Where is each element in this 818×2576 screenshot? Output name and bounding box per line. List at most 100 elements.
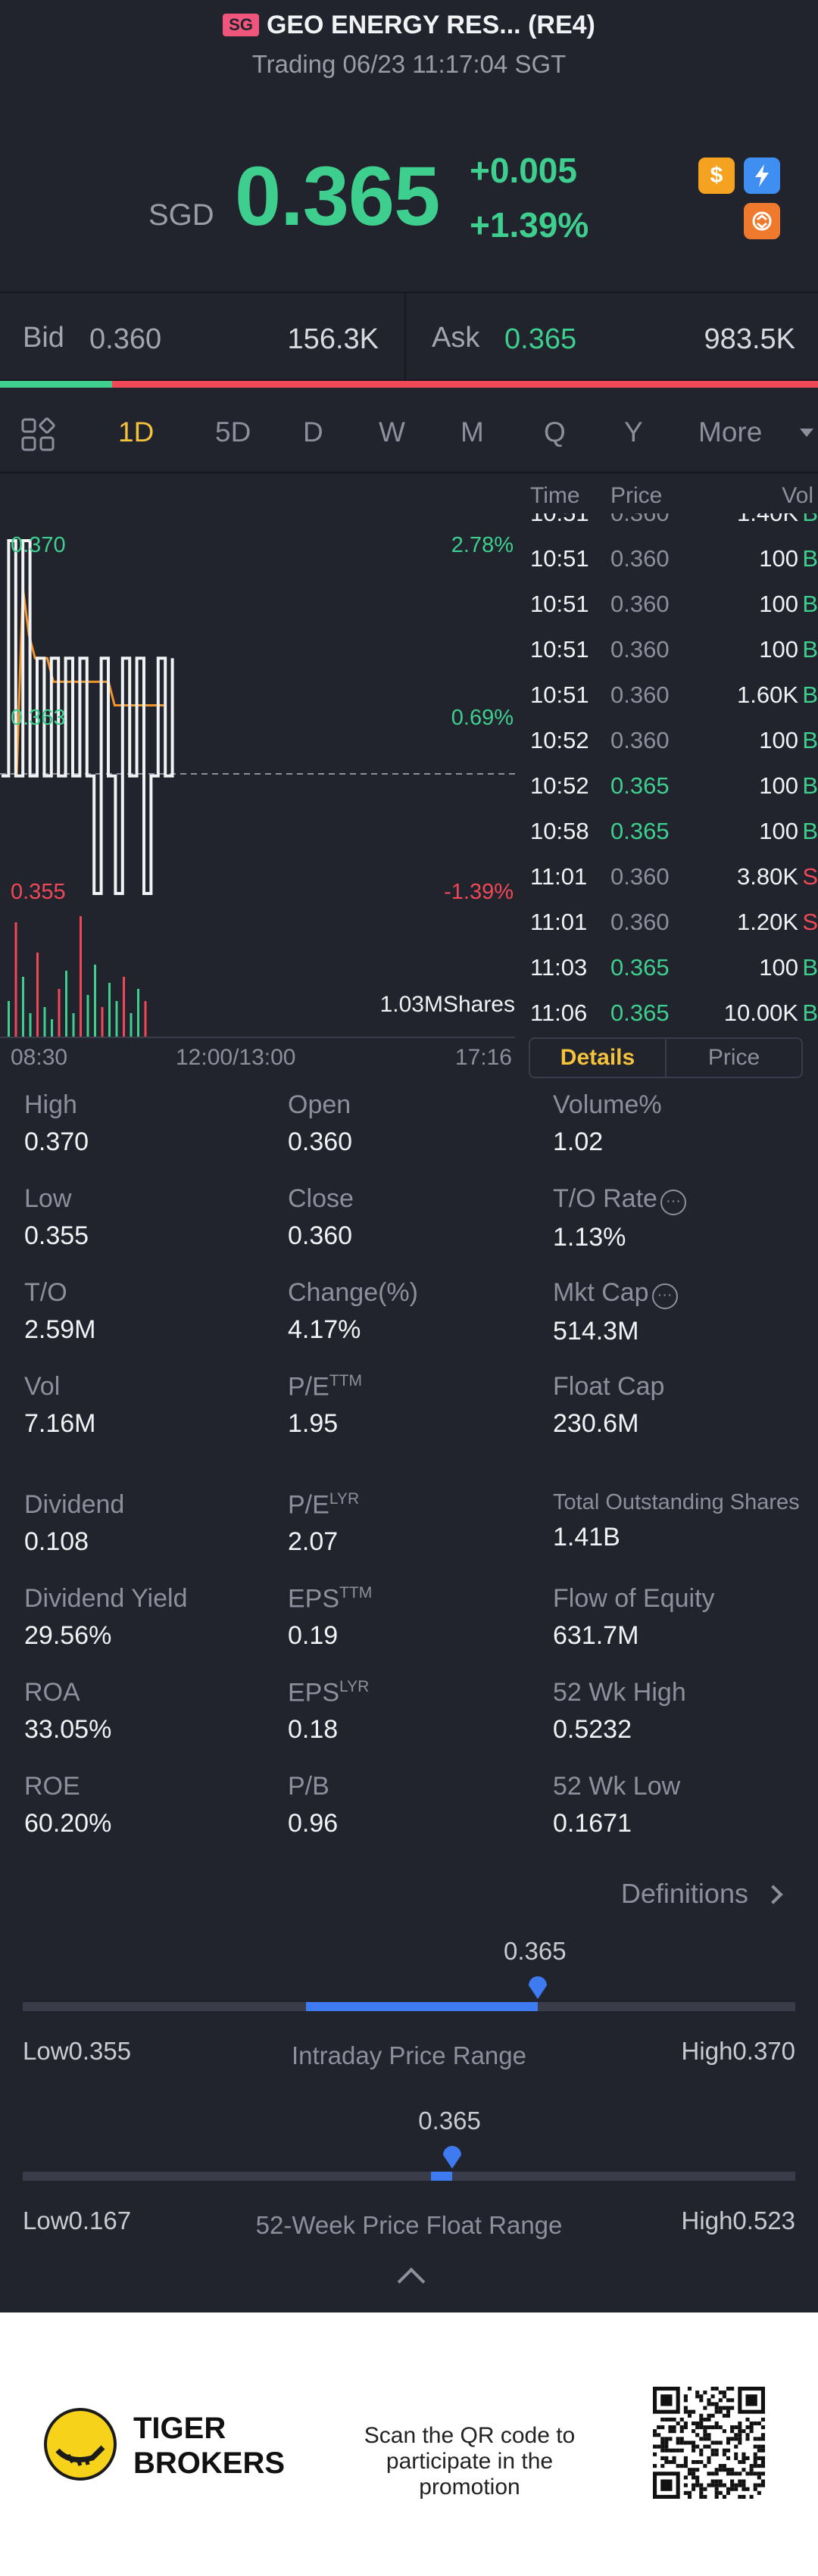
quote-header: SG GEO ENERGY RES... (RE4) Trading 06/23 … (0, 0, 818, 288)
volume-bar (115, 1001, 118, 1037)
stat-key: P/B (288, 1772, 329, 1801)
tick-volume: 100 (759, 818, 798, 844)
stat-label: EPSLYR (288, 1678, 369, 1707)
price-toggle-button[interactable]: Price (707, 1045, 760, 1070)
tab-week[interactable]: W (379, 416, 405, 448)
stat-value: 7.16M (24, 1409, 96, 1438)
volume-bar (43, 1007, 46, 1037)
stat-key: P/E (288, 1372, 329, 1402)
qr-code-icon[interactable] (653, 2387, 765, 2499)
tab-month[interactable]: M (461, 416, 484, 448)
volume-bars (8, 916, 147, 1037)
stat-value: 0.108 (24, 1527, 89, 1556)
definitions-label: Definitions (620, 1878, 748, 1909)
week52-low: Low0.167 (23, 2206, 132, 2235)
tick-side: B (802, 1000, 818, 1026)
tab-1d[interactable]: 1D (118, 416, 155, 448)
definitions-link[interactable]: Definitions (620, 1878, 783, 1910)
intraday-chart[interactable]: 0.370 0.363 0.355 2.78% 0.69% -1.39% 1.0… (0, 477, 523, 1070)
intraday-high: High0.370 (681, 2037, 795, 2065)
tab-5d[interactable]: 5D (215, 416, 251, 448)
stat-label: Volume% (553, 1090, 662, 1120)
tick-volume: 1.60K (736, 681, 798, 708)
stat-t-o-rate[interactable]: T/O Rate ··· 1.13% (553, 1184, 686, 1252)
stat-key: Dividend (24, 1490, 125, 1519)
grid-icon[interactable] (20, 416, 56, 457)
stat-key: 52 Wk Low (553, 1772, 681, 1801)
tick-time: 10:52 (530, 772, 589, 799)
volume-bar (51, 1019, 53, 1037)
tick-price: 0.365 (610, 1000, 670, 1026)
volume-bar (123, 977, 125, 1037)
stat-value: 0.96 (288, 1809, 339, 1838)
promo-line-1: Scan the QR code to (364, 2423, 576, 2448)
price-change-percent: +1.39% (470, 205, 589, 245)
tick-row: 11:01 0.360 3.80K S (523, 854, 818, 900)
tick-row: 10:51 0.360 100 B (523, 536, 818, 582)
stock-title: SG GEO ENERGY RES... (RE4) (0, 11, 818, 40)
swap-icon[interactable] (744, 203, 780, 239)
market-badge: SG (223, 14, 259, 36)
stat-key: ROA (24, 1678, 80, 1707)
stat-value: 0.355 (24, 1221, 89, 1250)
details-toggle-button[interactable]: Details (530, 1039, 667, 1077)
chevron-down-icon[interactable] (800, 429, 813, 437)
stat-key: Volume% (553, 1090, 662, 1119)
tick-volume: 100 (759, 636, 798, 663)
stat-superscript: TTM (339, 1584, 373, 1601)
stat-value: 1.95 (288, 1409, 339, 1439)
volume-bar (72, 1013, 75, 1037)
stat-label: Close (288, 1184, 354, 1214)
bid-size: 156.3K (287, 323, 379, 355)
time-label-open: 08:30 (11, 1045, 68, 1070)
volume-bar (65, 971, 67, 1037)
intraday-low: Low0.355 (23, 2037, 132, 2065)
info-icon[interactable]: ··· (660, 1190, 686, 1215)
intraday-pin-icon (529, 1976, 547, 1999)
week52-high: High0.523 (681, 2206, 795, 2235)
tick-time: 11:03 (530, 954, 588, 981)
bid-ask-bar: Bid 0.360 156.3K Ask 0.365 983.5K (0, 292, 818, 382)
ticks-list: 10:510.3601.40KB10:510.360100B10:510.360… (523, 491, 818, 1036)
ask-label: Ask (432, 322, 480, 354)
stock-name: GEO ENERGY RES... (RE4) (266, 11, 595, 39)
tab-day[interactable]: D (303, 416, 323, 448)
tick-volume: 100 (759, 545, 798, 572)
ticks-header-vol: Vol (782, 483, 813, 508)
tick-row: 11:06 0.365 10.00K B (523, 990, 818, 1036)
tick-side: S (802, 909, 818, 935)
stat-value: 0.360 (288, 1221, 353, 1250)
stat-value: 1.02 (553, 1127, 604, 1156)
flash-icon[interactable] (744, 157, 780, 194)
stat-close: Close 0.360 (288, 1184, 354, 1251)
tick-row: 10:52 0.365 100 B (523, 763, 818, 809)
tick-side: B (802, 681, 818, 708)
stat-key: EPS (288, 1584, 340, 1614)
price-label-high: 0.370 (11, 533, 66, 557)
time-and-sales[interactable]: Time Price Vol 10:510.3601.40KB10:510.36… (523, 477, 818, 1037)
chevron-up-icon[interactable] (397, 2267, 426, 2296)
tab-quarter[interactable]: Q (544, 416, 566, 448)
stat-dividend-yield: Dividend Yield 29.56% (24, 1584, 187, 1651)
stat-value: 0.370 (24, 1127, 89, 1156)
stat-key: T/O Rate (553, 1184, 657, 1213)
stat-key: Total Outstanding Shares (553, 1490, 800, 1514)
stat-value: 2.59M (24, 1315, 96, 1344)
dollar-icon[interactable]: $ (698, 157, 735, 194)
tick-row: 10:51 0.360 1.60K B (523, 672, 818, 718)
volume-bar (94, 965, 96, 1037)
stat-value: 1.41B (553, 1523, 620, 1552)
price-label-low: 0.355 (11, 880, 66, 904)
tab-more[interactable]: More (698, 416, 763, 448)
tick-time: 10:52 (530, 727, 589, 753)
stat-mkt-cap[interactable]: Mkt Cap ··· 514.3M (553, 1278, 678, 1346)
stat-key: Low (24, 1184, 72, 1213)
tab-year[interactable]: Y (624, 416, 643, 448)
tick-time: 11:06 (530, 1000, 588, 1026)
tick-price: 0.360 (610, 591, 670, 617)
info-icon[interactable]: ··· (651, 1283, 678, 1309)
stat-value: 2.07 (288, 1527, 339, 1557)
tick-side: B (802, 818, 818, 844)
stat-label: Low (24, 1184, 89, 1214)
volume-bar (36, 953, 39, 1037)
